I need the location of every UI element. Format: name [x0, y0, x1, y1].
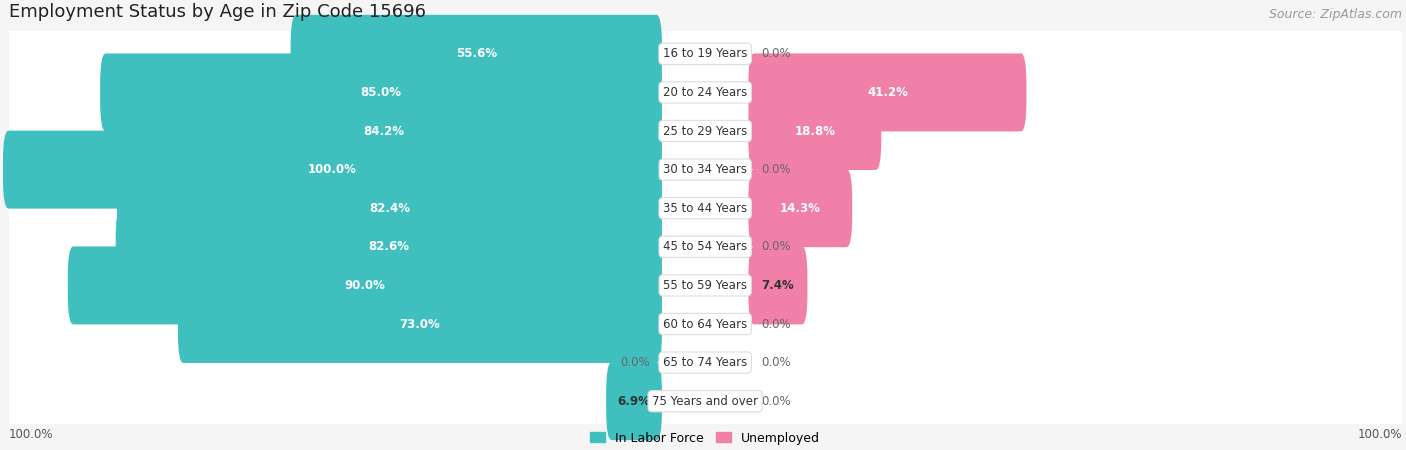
FancyBboxPatch shape — [3, 104, 1406, 158]
Text: 45 to 54 Years: 45 to 54 Years — [664, 240, 747, 253]
Text: 100.0%: 100.0% — [8, 428, 53, 441]
Text: Source: ZipAtlas.com: Source: ZipAtlas.com — [1268, 8, 1402, 21]
FancyBboxPatch shape — [105, 92, 662, 170]
Text: 0.0%: 0.0% — [761, 240, 790, 253]
Text: 0.0%: 0.0% — [761, 318, 790, 330]
Text: 7.4%: 7.4% — [762, 279, 794, 292]
Text: 0.0%: 0.0% — [761, 395, 790, 408]
Text: 18.8%: 18.8% — [794, 125, 835, 138]
Text: 6.9%: 6.9% — [617, 395, 651, 408]
Text: 85.0%: 85.0% — [360, 86, 402, 99]
FancyBboxPatch shape — [3, 297, 1406, 351]
FancyBboxPatch shape — [3, 27, 1406, 81]
FancyBboxPatch shape — [67, 247, 662, 324]
Text: 73.0%: 73.0% — [399, 318, 440, 330]
Text: 0.0%: 0.0% — [761, 47, 790, 60]
FancyBboxPatch shape — [115, 208, 662, 286]
FancyBboxPatch shape — [3, 335, 1406, 390]
Legend: In Labor Force, Unemployed: In Labor Force, Unemployed — [585, 427, 825, 450]
FancyBboxPatch shape — [3, 65, 1406, 120]
FancyBboxPatch shape — [3, 142, 1406, 197]
Text: 82.6%: 82.6% — [368, 240, 409, 253]
Text: 55 to 59 Years: 55 to 59 Years — [664, 279, 747, 292]
FancyBboxPatch shape — [100, 54, 662, 131]
Text: 16 to 19 Years: 16 to 19 Years — [664, 47, 748, 60]
FancyBboxPatch shape — [3, 374, 1406, 428]
Text: 25 to 29 Years: 25 to 29 Years — [664, 125, 748, 138]
Text: 0.0%: 0.0% — [761, 356, 790, 369]
Text: 65 to 74 Years: 65 to 74 Years — [664, 356, 748, 369]
FancyBboxPatch shape — [179, 285, 662, 363]
FancyBboxPatch shape — [748, 92, 882, 170]
FancyBboxPatch shape — [748, 54, 1026, 131]
FancyBboxPatch shape — [748, 169, 852, 247]
Text: 60 to 64 Years: 60 to 64 Years — [664, 318, 748, 330]
Text: 82.4%: 82.4% — [368, 202, 411, 215]
Text: 30 to 34 Years: 30 to 34 Years — [664, 163, 747, 176]
Text: 20 to 24 Years: 20 to 24 Years — [664, 86, 748, 99]
Text: 100.0%: 100.0% — [308, 163, 357, 176]
Text: 14.3%: 14.3% — [780, 202, 821, 215]
Text: 55.6%: 55.6% — [456, 47, 496, 60]
FancyBboxPatch shape — [748, 247, 807, 324]
FancyBboxPatch shape — [3, 258, 1406, 313]
Text: 35 to 44 Years: 35 to 44 Years — [664, 202, 747, 215]
Text: 75 Years and over: 75 Years and over — [652, 395, 758, 408]
Text: 90.0%: 90.0% — [344, 279, 385, 292]
Text: Employment Status by Age in Zip Code 15696: Employment Status by Age in Zip Code 156… — [8, 3, 426, 21]
FancyBboxPatch shape — [606, 362, 662, 440]
Text: 84.2%: 84.2% — [363, 125, 404, 138]
Text: 41.2%: 41.2% — [868, 86, 908, 99]
FancyBboxPatch shape — [3, 181, 1406, 236]
Text: 0.0%: 0.0% — [620, 356, 650, 369]
Text: 100.0%: 100.0% — [1357, 428, 1402, 441]
FancyBboxPatch shape — [3, 130, 662, 209]
FancyBboxPatch shape — [291, 15, 662, 93]
FancyBboxPatch shape — [117, 169, 662, 247]
FancyBboxPatch shape — [3, 220, 1406, 274]
Text: 0.0%: 0.0% — [761, 163, 790, 176]
